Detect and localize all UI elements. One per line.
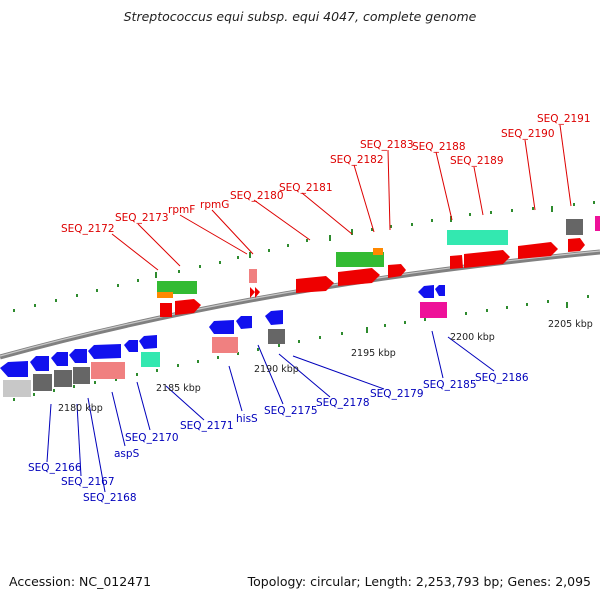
bottom-label[interactable]: SEQ_2185 — [423, 379, 477, 391]
gene-hiss[interactable] — [212, 337, 238, 353]
top-label[interactable]: SEQ_2191 — [537, 113, 591, 125]
gene-seq2166[interactable] — [30, 356, 49, 371]
gene-seq2185[interactable] — [418, 285, 434, 298]
gene-seq2173[interactable] — [157, 292, 173, 298]
top-label[interactable]: SEQ_2181 — [279, 182, 333, 194]
bottom-label[interactable]: SEQ_2186 — [475, 372, 529, 384]
top-label[interactable]: SEQ_2172 — [61, 223, 115, 235]
top-label[interactable]: SEQ_2182 — [330, 154, 384, 166]
scale-label: 2190 kbp — [254, 364, 299, 375]
bottom-label[interactable]: SEQ_2167 — [61, 476, 115, 488]
gene-edge-magenta[interactable] — [595, 216, 600, 231]
gene-seq2183b[interactable] — [388, 264, 406, 278]
bottom-label[interactable]: SEQ_2178 — [316, 397, 370, 409]
bottom-leaders — [46, 330, 495, 493]
gene-seq2180[interactable] — [296, 276, 334, 293]
gene-seq2170b[interactable] — [139, 335, 157, 349]
top-label[interactable]: SEQ_2188 — [412, 141, 466, 153]
bottom-label[interactable]: SEQ_2168 — [83, 492, 137, 504]
gene-blue-1[interactable] — [0, 361, 28, 377]
top-label[interactable]: rpmG — [200, 199, 229, 211]
gene-asps[interactable] — [88, 344, 121, 359]
bottom-label[interactable]: SEQ_2170 — [125, 432, 179, 444]
bottom-strand-genes — [0, 285, 447, 397]
gene-grey-3[interactable] — [54, 370, 72, 387]
gene-seq2189[interactable] — [464, 250, 510, 268]
gene-grey-2[interactable] — [33, 374, 52, 391]
map-title: Streptococcus equi subsp. equi 4047, com… — [123, 9, 477, 24]
top-strand-genes — [157, 216, 600, 317]
gene-seq2170[interactable] — [124, 340, 138, 352]
gene-seq2167[interactable] — [51, 352, 68, 366]
gene-grey-1[interactable] — [3, 380, 31, 397]
bottom-label[interactable]: SEQ_2171 — [180, 420, 234, 432]
gene-seq2171[interactable] — [141, 352, 160, 367]
genome-backbone-highlight — [0, 250, 600, 357]
gene-blue-hiss-b[interactable] — [236, 316, 252, 329]
scale-label: 2180 kbp — [58, 403, 103, 414]
top-leaders — [111, 124, 572, 271]
top-label[interactable]: SEQ_2183 — [360, 139, 414, 151]
gene-seq2181[interactable] — [336, 252, 384, 267]
scale-label: 2205 kbp — [548, 319, 593, 330]
bottom-label[interactable]: SEQ_2179 — [370, 388, 424, 400]
top-label[interactable]: SEQ_2180 — [230, 190, 284, 202]
gene-seq2191-grey[interactable] — [566, 219, 583, 235]
gene-seq2190[interactable] — [518, 242, 558, 259]
inner-tick-ring — [13, 295, 589, 401]
gene-seq2191[interactable] — [568, 238, 585, 252]
gene-seq2188-red[interactable] — [450, 255, 463, 269]
scale-label: 2195 kbp — [351, 348, 396, 359]
gene-rpmf[interactable] — [249, 269, 257, 283]
scale-label: 2200 kbp — [450, 332, 495, 343]
top-label[interactable]: SEQ_2173 — [115, 212, 169, 224]
genome-summary-text: Topology: circular; Length: 2,253,793 bp… — [247, 574, 591, 589]
gene-seq2168[interactable] — [69, 349, 87, 363]
gene-blue-hiss[interactable] — [209, 320, 234, 334]
gene-seq2175[interactable] — [265, 310, 283, 325]
gene-pink-1[interactable] — [91, 362, 125, 379]
bottom-label[interactable]: aspS — [114, 448, 140, 460]
gene-grey-4[interactable] — [73, 367, 90, 384]
gene-seq2183[interactable] — [338, 268, 380, 286]
gene-seq2185b[interactable] — [435, 285, 445, 296]
gene-seq2188[interactable] — [447, 230, 508, 245]
scale-label: 2185 kbp — [156, 383, 201, 394]
gene-seq2173-red[interactable] — [160, 303, 172, 317]
gene-rpmg[interactable] — [250, 287, 260, 298]
gene-seq2178[interactable] — [268, 329, 285, 344]
gene-seq2172[interactable] — [157, 281, 197, 294]
gene-seq2182[interactable] — [373, 248, 383, 255]
accession-text: Accession: NC_012471 — [9, 574, 152, 589]
gene-seq2186[interactable] — [420, 302, 447, 318]
bottom-label[interactable]: hisS — [236, 413, 258, 425]
bottom-label[interactable]: SEQ_2166 — [28, 462, 82, 474]
top-label[interactable]: SEQ_2189 — [450, 155, 504, 167]
top-label[interactable]: SEQ_2190 — [501, 128, 555, 140]
bottom-label[interactable]: SEQ_2175 — [264, 405, 318, 417]
top-label[interactable]: rpmF — [168, 204, 195, 216]
genome-backbone — [0, 249, 600, 360]
gene-red-arrow-a[interactable] — [175, 299, 201, 315]
